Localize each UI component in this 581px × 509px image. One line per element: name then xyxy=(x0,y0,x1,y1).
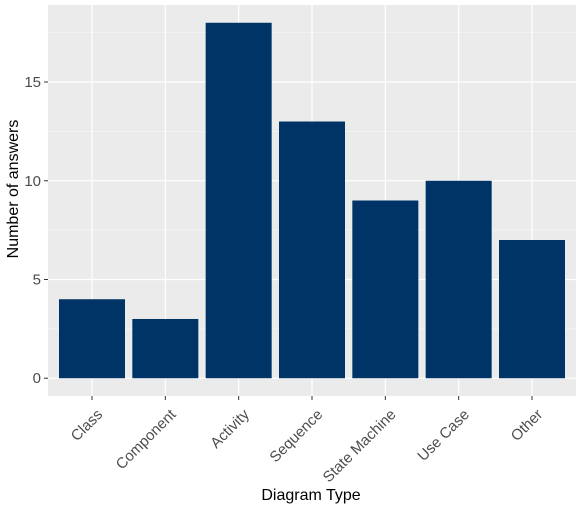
x-tick-label: Activity xyxy=(207,406,253,452)
x-tick-label: Sequence xyxy=(266,406,326,466)
bar xyxy=(279,121,345,379)
bar xyxy=(59,299,125,379)
y-tick-label: 10 xyxy=(24,173,41,190)
x-tick-label: State Machine xyxy=(320,406,400,486)
x-tick-label: Other xyxy=(508,406,547,445)
y-tick-label: 0 xyxy=(33,370,41,387)
y-axis: 0 5 10 15 xyxy=(24,74,48,387)
bar xyxy=(352,200,419,379)
y-tick-label: 15 xyxy=(24,74,41,91)
y-axis-title: Number of answers xyxy=(5,120,22,259)
bar xyxy=(205,22,272,379)
bar xyxy=(132,318,199,379)
bar xyxy=(499,239,565,379)
x-axis-title: Diagram Type xyxy=(261,487,360,504)
bar xyxy=(425,180,492,379)
y-tick-label: 5 xyxy=(33,271,41,288)
bars xyxy=(59,22,565,379)
x-tick-label: Component xyxy=(113,406,180,473)
x-tick-label: Class xyxy=(68,406,107,445)
x-tick-label: Use Case xyxy=(414,406,473,465)
